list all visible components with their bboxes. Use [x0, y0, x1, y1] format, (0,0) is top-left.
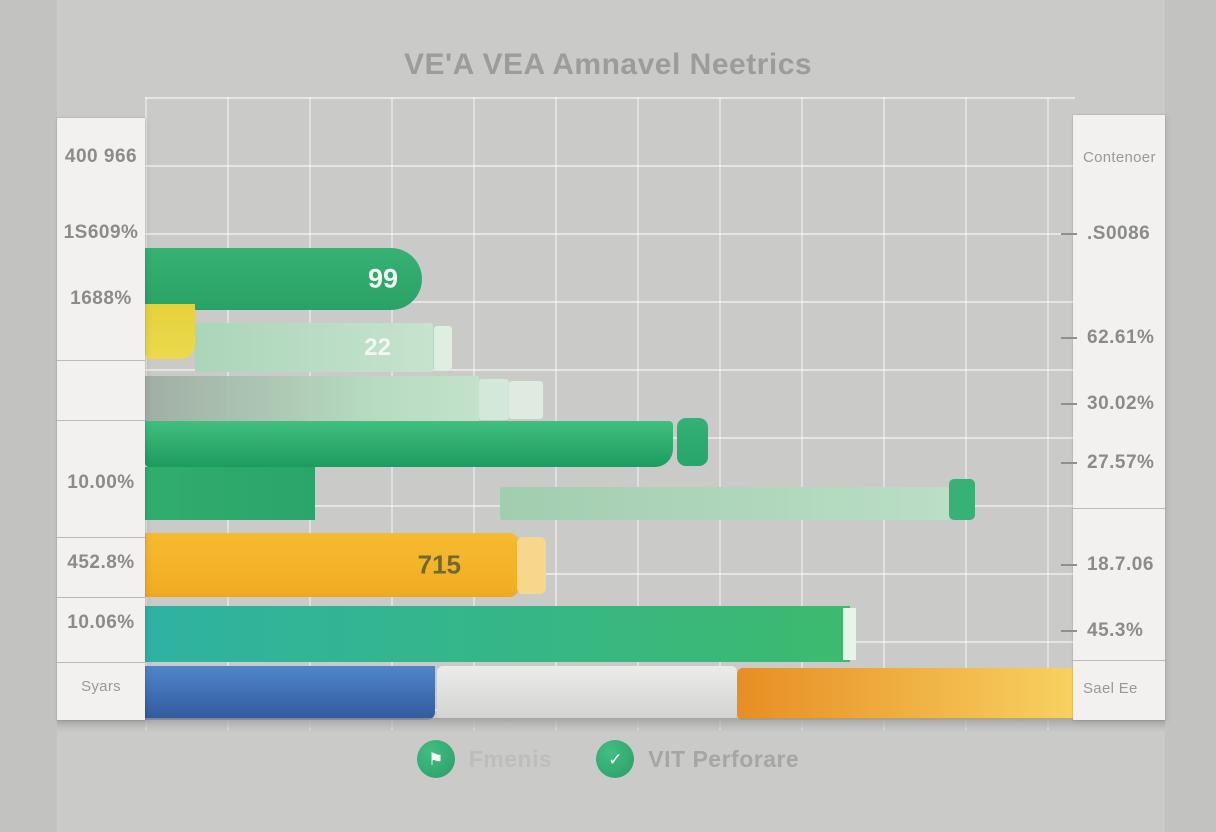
- left-axis-tick: 10.06%: [67, 612, 135, 633]
- bar-teal-gradient-cap: [843, 608, 856, 660]
- flag-icon: ⚑: [416, 740, 455, 778]
- bar-green-top: 99: [145, 248, 422, 310]
- legend-label: VIT Perforare: [648, 745, 800, 772]
- axis-tick-mark: [1061, 462, 1077, 464]
- bar-yellow-715: 715: [145, 533, 519, 597]
- left-axis-panel: 400 966 1S609% 1688% 10.00% 452.8% 10.06…: [57, 118, 145, 720]
- left-axis-tick: 400 966: [64, 146, 138, 167]
- bar-pale-green: 22: [195, 323, 433, 372]
- right-axis-tick: 45.3%: [1087, 620, 1144, 641]
- check-icon: ✓: [596, 740, 635, 778]
- left-axis-tick: 10.00%: [67, 472, 135, 493]
- bar-pale-green-long: [500, 487, 950, 520]
- left-panel-divider: [57, 360, 145, 361]
- bar-faded-green-cap-2: [509, 381, 543, 419]
- legend-label: Fmenis: [468, 745, 553, 772]
- bar-value-label: 22: [364, 333, 391, 361]
- left-axis-footer: Syars: [81, 678, 121, 695]
- chart-title: VE'A VEA Amnavel Neetrics: [403, 48, 813, 81]
- right-axis-footer: Sael Ee: [1083, 680, 1138, 697]
- left-panel-divider: [57, 537, 145, 538]
- bar-value-label: 99: [367, 263, 398, 294]
- bar-teal-gradient: [145, 606, 850, 662]
- legend-item-fmenis[interactable]: ⚑ Fmenis: [416, 740, 553, 778]
- bar-yellow-small: [145, 304, 195, 359]
- right-axis-tick: 62.61%: [1087, 327, 1155, 348]
- right-axis-panel: Contenoer .S0086 62.61% 30.02% 27.57% 18…: [1061, 115, 1165, 720]
- left-panel-divider: [57, 597, 145, 598]
- bar-yellow-715-cap: [517, 537, 546, 594]
- bar-blue: [145, 666, 435, 720]
- right-axis-tick: .S0086: [1087, 223, 1151, 244]
- right-margin-strip: [1165, 0, 1216, 832]
- bar-pale-green-cap: [434, 326, 452, 370]
- axis-tick-mark: [1061, 233, 1077, 235]
- right-panel-divider: [1073, 660, 1165, 661]
- left-axis-tick: 1S609%: [63, 222, 139, 243]
- axis-tick-mark: [1061, 564, 1077, 566]
- left-axis-tick: 1688%: [70, 288, 132, 309]
- axis-tick-mark: [1061, 337, 1077, 339]
- bar-pale-green-long-cap: [949, 479, 975, 520]
- baseline-shadow: [57, 718, 1165, 732]
- legend-item-vit-perforare[interactable]: ✓ VIT Perforare: [596, 740, 799, 778]
- legend: ⚑ Fmenis ✓ VIT Perforare: [0, 740, 1216, 778]
- right-axis-header: Contenoer: [1083, 149, 1156, 166]
- bar-green-stub: [145, 467, 315, 520]
- bar-green-medium-cap: [677, 418, 708, 466]
- left-axis-tick: 452.8%: [67, 552, 135, 573]
- right-axis-tick: 30.02%: [1087, 393, 1155, 414]
- left-panel-divider: [57, 662, 145, 663]
- bar-white-track: [437, 666, 737, 720]
- bar-value-label: 715: [417, 549, 461, 580]
- bar-green-medium: [145, 421, 673, 467]
- right-axis-tick: 18.7.06: [1087, 554, 1154, 575]
- axis-tick-mark: [1061, 630, 1077, 632]
- left-margin-strip: [0, 0, 57, 832]
- right-panel-divider: [1073, 508, 1165, 509]
- bar-faded-green: [145, 376, 479, 422]
- bar-faded-green-cap: [479, 379, 509, 420]
- bar-orange: [737, 668, 1073, 720]
- axis-tick-mark: [1061, 403, 1077, 405]
- right-axis-tick: 27.57%: [1087, 452, 1155, 473]
- left-panel-divider: [57, 420, 145, 421]
